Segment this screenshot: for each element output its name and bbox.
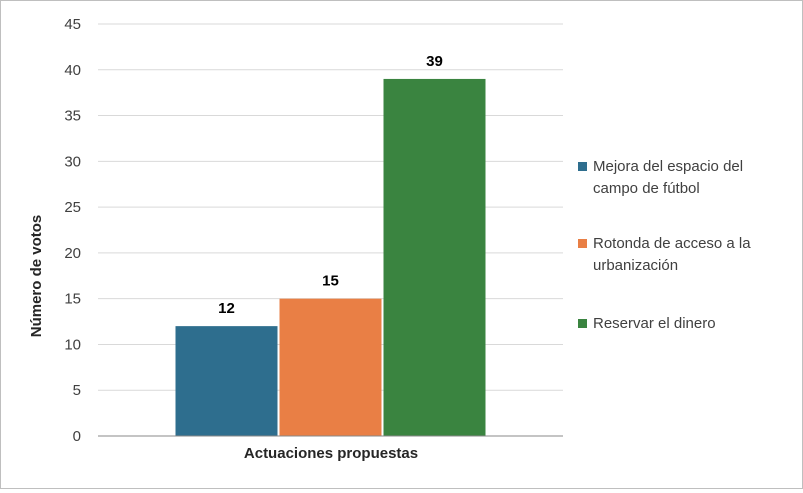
legend-entry: Rotonda de acceso a la urbanización (578, 235, 751, 274)
y-axis-label: Número de votos (28, 215, 45, 338)
data-labels: 12 15 39 (218, 53, 443, 317)
legend-label: campo de fútbol (593, 180, 700, 197)
y-tick-label: 15 (64, 291, 81, 308)
legend-label: Rotonda de acceso a la (593, 235, 751, 252)
legend-label: Mejora del espacio del (593, 158, 743, 175)
bar-value-label: 15 (322, 273, 339, 290)
y-tick-label: 45 (64, 16, 81, 33)
y-tick-label: 5 (73, 382, 81, 399)
legend-swatch (578, 162, 587, 171)
x-axis-label: Actuaciones propuestas (244, 445, 418, 462)
legend-label: urbanización (593, 257, 678, 274)
bar (175, 326, 278, 436)
y-tick-label: 0 (73, 428, 81, 445)
legend-entry: Mejora del espacio del campo de fútbol (578, 158, 743, 197)
bars (175, 78, 486, 436)
y-axis-ticks: 0 5 10 15 20 25 30 35 40 45 (64, 16, 81, 445)
y-tick-label: 35 (64, 108, 81, 125)
y-tick-label: 20 (64, 245, 81, 262)
y-tick-label: 30 (64, 153, 81, 170)
y-tick-label: 25 (64, 199, 81, 216)
bar (279, 298, 382, 436)
legend-entry: Reservar el dinero (578, 315, 716, 332)
legend-label: Reservar el dinero (593, 315, 716, 332)
legend-swatch (578, 239, 587, 248)
bar (383, 78, 486, 436)
y-tick-label: 10 (64, 336, 81, 353)
legend: Mejora del espacio del campo de fútbol Rot… (578, 158, 751, 332)
bar-value-label: 39 (426, 53, 443, 70)
legend-swatch (578, 319, 587, 328)
bar-value-label: 12 (218, 300, 235, 317)
y-tick-label: 40 (64, 62, 81, 79)
